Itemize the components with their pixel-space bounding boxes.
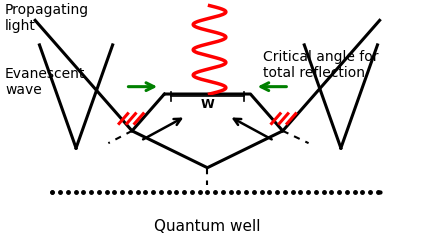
Text: Evanescent
wave: Evanescent wave <box>5 67 86 97</box>
Text: Quantum well: Quantum well <box>154 219 260 234</box>
Text: Propagating
light: Propagating light <box>5 3 89 33</box>
Text: W: W <box>200 98 214 111</box>
Text: Critical angle for
total reflection: Critical angle for total reflection <box>264 50 379 80</box>
